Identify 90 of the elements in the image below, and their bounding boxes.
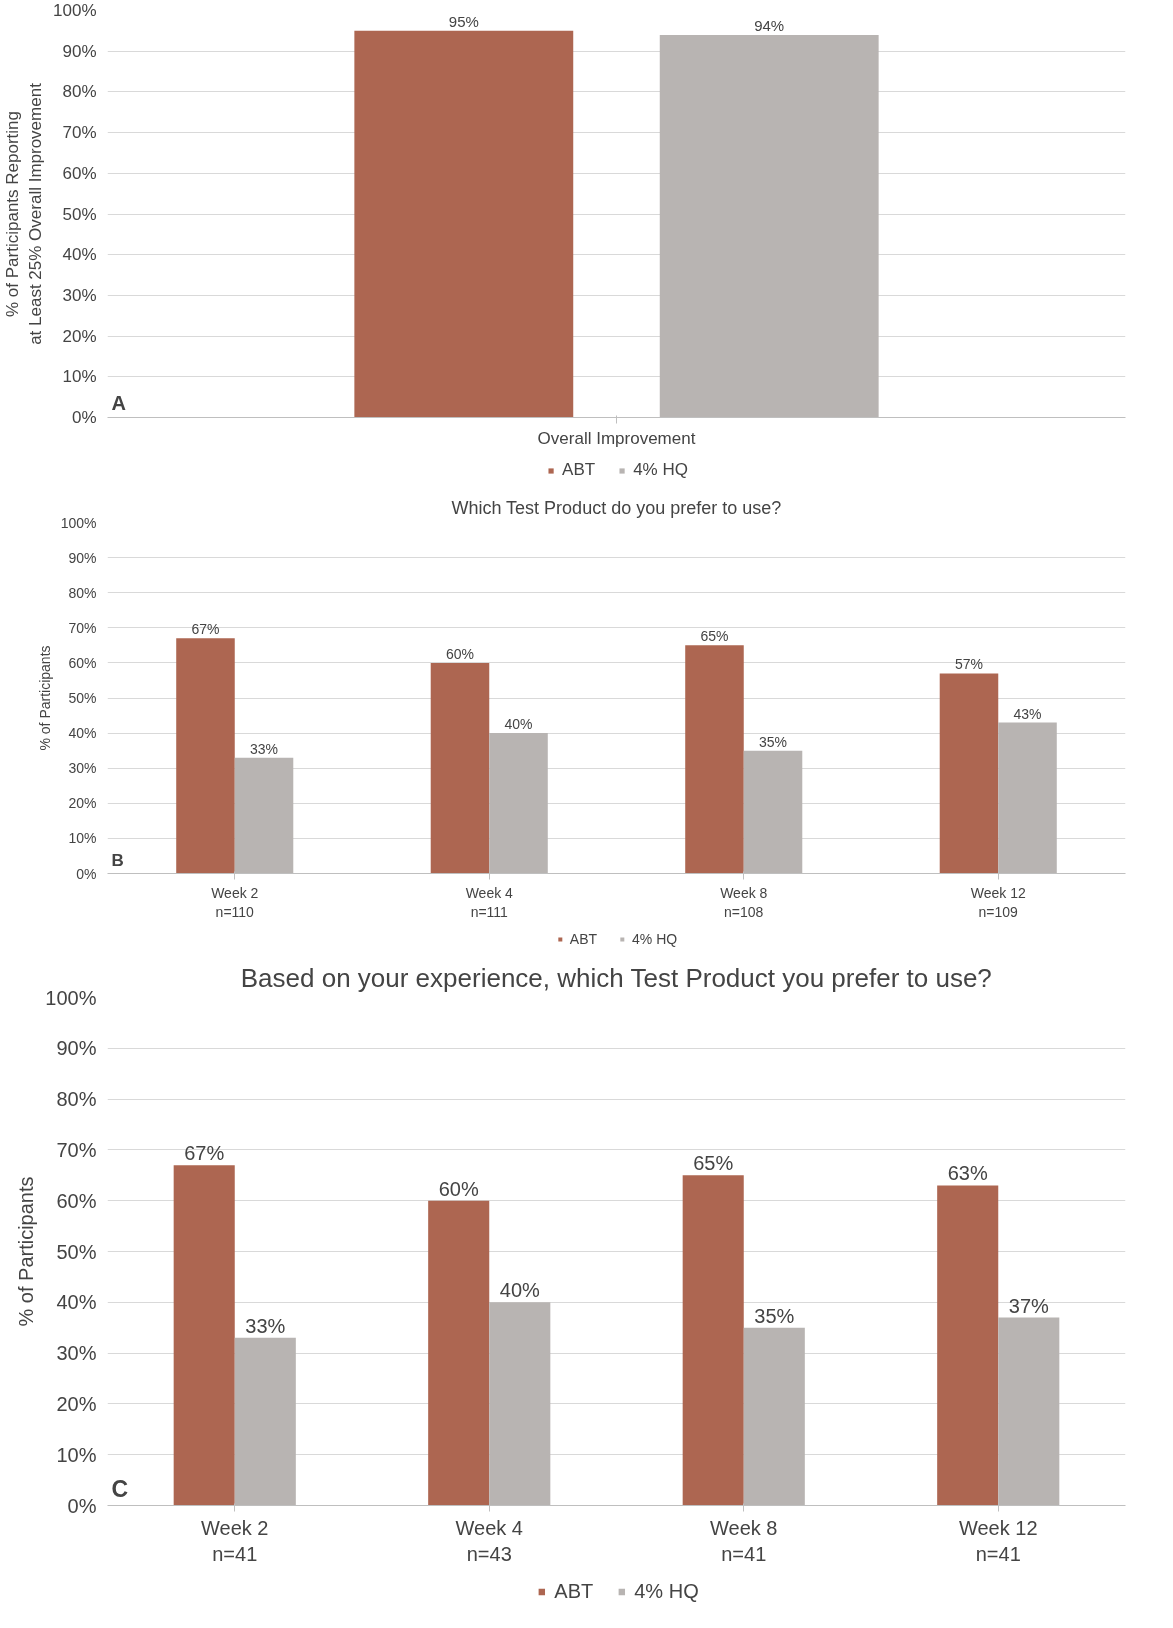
y-tick-label: 40% [68,725,97,742]
y-tick-label: 90% [62,41,97,61]
y-tick-label: 20% [56,1392,97,1415]
legend-label: ABT [554,1579,594,1603]
y-tick-label: 100% [45,986,97,1009]
y-tick-label: 0% [71,408,97,427]
bar [489,733,548,874]
x-tick-label: Week 12 n=41 [958,1516,1038,1565]
data-label: 94% [754,16,785,34]
bar [173,1165,235,1506]
y-axis-title: % of Participants Reporting at Least 25% Overall Improvement [3,82,46,345]
bar [234,757,294,874]
y-tick-label: 80% [68,584,97,601]
bar [743,750,803,874]
data-label: 67% [191,621,220,638]
chart-title: Which Test Product do you prefer to use? [451,497,782,518]
y-tick-label: 60% [62,163,97,183]
y-tick-label: 70% [68,619,97,636]
bar [234,1337,296,1506]
x-tick-label: Week 8 n=108 [720,884,768,920]
y-tick-label: 30% [62,285,97,305]
bar [998,1317,1060,1506]
data-label: 35% [754,1304,795,1327]
data-label: 67% [184,1142,225,1165]
data-label: 33% [250,740,279,757]
annotation: B [111,850,124,870]
bar [682,1175,744,1506]
bar [939,673,999,874]
y-tick-label: 70% [56,1138,97,1161]
legend-label: ABT [569,930,598,947]
bar [998,722,1057,874]
y-tick-label: 50% [68,690,97,706]
y-tick-label: 0% [67,1494,97,1517]
bar [176,638,235,874]
y-tick-label: 80% [56,1088,97,1111]
y-tick-label: 50% [56,1240,97,1263]
data-label: 95% [448,12,479,30]
y-tick-label: 30% [68,760,97,777]
chart-title: Based on your experience, which Test Product you prefer to use? [240,962,992,993]
legend-label: 4% HQ [633,460,688,480]
y-tick-label: 70% [62,123,97,143]
x-tick-label: Week 4 n=111 [465,884,514,920]
y-tick-label: 40% [62,245,97,265]
y-axis-title: % of Participants [15,1176,38,1327]
legend-label: 4% HQ [632,930,678,947]
data-label: 63% [947,1162,988,1185]
data-label: 40% [504,716,533,733]
data-label: 35% [759,733,788,750]
x-tick-label: Week 8 n=41 [710,1516,778,1565]
y-tick-label: 20% [68,795,97,812]
bar [685,645,744,874]
y-axis-title: % of Participants [36,645,53,751]
y-tick-label: 60% [68,654,97,671]
annotation: C [111,1475,129,1502]
y-tick-label: 0% [76,865,97,882]
x-tick-label: Week 2 n=41 [201,1516,269,1565]
data-label: 40% [499,1279,541,1302]
x-tick-label: Week 4 n=43 [455,1516,523,1565]
y-tick-label: 40% [56,1291,97,1314]
data-label: 60% [438,1177,479,1200]
data-label: 37% [1008,1294,1050,1317]
y-tick-label: 10% [62,367,97,387]
legend-label: ABT [562,460,596,480]
y-tick-label: 10% [68,830,97,847]
bar [489,1302,551,1506]
data-label: 43% [1013,705,1042,722]
y-tick-label: 30% [56,1342,97,1365]
y-tick-label: 60% [56,1189,97,1212]
y-tick-label: 100% [60,514,97,531]
y-tick-label: 10% [56,1443,97,1466]
y-tick-label: 80% [62,82,97,102]
data-label: 65% [700,628,729,645]
legend-label: 4% HQ [634,1579,699,1603]
annotation: A [111,391,126,414]
y-tick-label: 20% [62,326,97,346]
data-label: 60% [445,645,474,662]
y-tick-label: 100% [53,1,97,20]
x-tick-label: Week 12 n=109 [970,884,1026,920]
x-tick-label: Overall Improvement [537,428,696,448]
data-label: 57% [954,656,983,673]
y-tick-label: 50% [62,204,97,224]
y-tick-label: 90% [56,1037,97,1060]
x-tick-label: Week 2 n=110 [211,884,259,920]
y-tick-label: 90% [68,549,97,566]
bar [428,1200,490,1506]
bar [937,1185,999,1506]
data-label: 33% [245,1314,286,1337]
data-label: 65% [693,1152,734,1175]
bar [743,1327,805,1506]
bar [430,662,490,874]
